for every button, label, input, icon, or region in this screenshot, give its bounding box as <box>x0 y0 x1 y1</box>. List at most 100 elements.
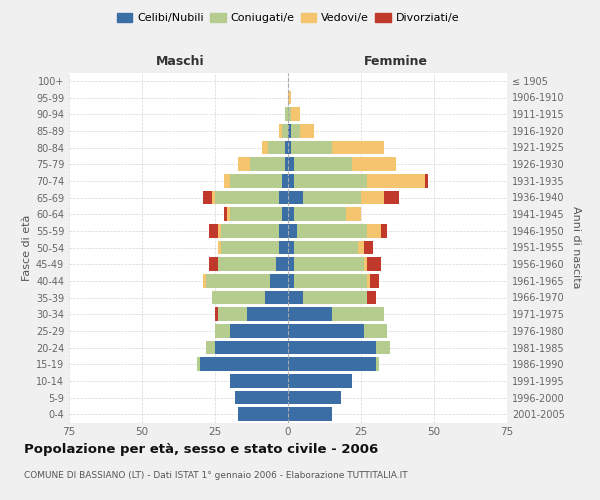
Bar <box>288 224 297 237</box>
Bar <box>288 90 291 104</box>
Bar <box>230 208 282 221</box>
Bar <box>215 308 218 321</box>
Bar <box>288 108 291 121</box>
Bar <box>352 158 396 171</box>
Bar <box>288 290 302 304</box>
Bar <box>282 174 288 188</box>
Bar <box>299 124 314 138</box>
Bar <box>212 190 215 204</box>
Bar <box>206 274 271 287</box>
Bar <box>238 158 250 171</box>
Bar <box>294 158 352 171</box>
Bar <box>367 274 370 287</box>
Bar <box>215 190 279 204</box>
Bar <box>332 140 385 154</box>
Bar <box>209 224 218 237</box>
Bar <box>206 340 215 354</box>
Bar <box>288 324 364 338</box>
Bar <box>250 158 285 171</box>
Bar <box>235 390 288 404</box>
Bar <box>218 258 277 271</box>
Bar <box>288 124 291 138</box>
Bar <box>376 340 390 354</box>
Bar <box>221 224 279 237</box>
Bar <box>332 308 385 321</box>
Bar <box>370 274 379 287</box>
Bar <box>197 358 200 371</box>
Bar <box>209 258 218 271</box>
Bar <box>230 374 288 388</box>
Bar <box>279 224 288 237</box>
Bar <box>288 158 294 171</box>
Bar <box>294 240 358 254</box>
Bar <box>215 324 230 338</box>
Bar <box>230 174 282 188</box>
Bar <box>218 308 247 321</box>
Bar <box>302 190 361 204</box>
Bar <box>364 324 387 338</box>
Bar <box>288 258 294 271</box>
Bar <box>203 190 212 204</box>
Bar <box>288 374 352 388</box>
Bar <box>277 258 288 271</box>
Bar <box>265 290 288 304</box>
Bar <box>367 258 382 271</box>
Text: COMUNE DI BASSIANO (LT) - Dati ISTAT 1° gennaio 2006 - Elaborazione TUTTITALIA.I: COMUNE DI BASSIANO (LT) - Dati ISTAT 1° … <box>24 471 407 480</box>
Bar <box>288 340 376 354</box>
Bar <box>288 240 294 254</box>
Bar <box>282 124 288 138</box>
Bar <box>200 358 288 371</box>
Bar <box>262 140 268 154</box>
Bar <box>288 140 291 154</box>
Bar <box>288 208 294 221</box>
Legend: Celibi/Nubili, Coniugati/e, Vedovi/e, Divorziati/e: Celibi/Nubili, Coniugati/e, Vedovi/e, Di… <box>112 8 464 28</box>
Bar <box>282 208 288 221</box>
Bar <box>288 390 341 404</box>
Bar <box>288 358 376 371</box>
Bar <box>288 190 302 204</box>
Bar <box>218 224 221 237</box>
Bar <box>385 190 399 204</box>
Bar <box>227 208 230 221</box>
Bar <box>288 408 332 421</box>
Bar <box>238 408 288 421</box>
Bar <box>291 108 299 121</box>
Bar <box>367 174 425 188</box>
Bar <box>268 140 285 154</box>
Bar <box>285 140 288 154</box>
Bar <box>297 224 367 237</box>
Bar <box>224 174 230 188</box>
Bar <box>224 208 227 221</box>
Bar <box>364 240 373 254</box>
Y-axis label: Anni di nascita: Anni di nascita <box>571 206 581 288</box>
Bar <box>230 324 288 338</box>
Bar <box>294 174 367 188</box>
Bar <box>285 108 288 121</box>
Bar <box>367 290 376 304</box>
Bar <box>271 274 288 287</box>
Bar <box>294 274 367 287</box>
Bar <box>294 208 346 221</box>
Text: Femmine: Femmine <box>364 54 428 68</box>
Bar <box>247 308 288 321</box>
Bar <box>361 190 385 204</box>
Text: Maschi: Maschi <box>155 54 204 68</box>
Bar <box>218 240 221 254</box>
Bar <box>288 274 294 287</box>
Bar <box>221 240 279 254</box>
Text: Popolazione per età, sesso e stato civile - 2006: Popolazione per età, sesso e stato civil… <box>24 442 378 456</box>
Bar <box>215 340 288 354</box>
Bar <box>288 174 294 188</box>
Bar <box>212 290 265 304</box>
Bar <box>291 124 299 138</box>
Bar <box>367 224 382 237</box>
Bar <box>358 240 364 254</box>
Bar <box>302 290 367 304</box>
Bar <box>279 240 288 254</box>
Bar <box>279 190 288 204</box>
Bar <box>291 140 332 154</box>
Bar <box>279 124 282 138</box>
Bar <box>203 274 206 287</box>
Bar <box>376 358 379 371</box>
Bar <box>346 208 361 221</box>
